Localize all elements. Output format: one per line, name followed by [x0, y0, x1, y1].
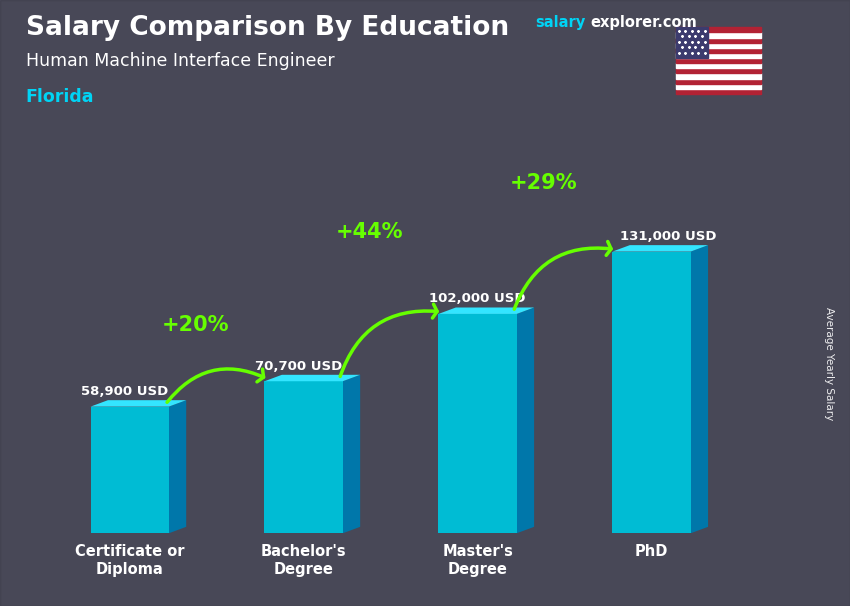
Bar	[676, 63, 761, 68]
Bar	[676, 32, 761, 38]
Text: 102,000 USD: 102,000 USD	[429, 292, 525, 305]
Polygon shape	[91, 400, 186, 407]
Text: +20%: +20%	[162, 315, 230, 335]
Polygon shape	[91, 407, 169, 533]
Bar	[676, 58, 761, 63]
Text: salary: salary	[536, 15, 586, 30]
Bar	[676, 84, 761, 89]
Polygon shape	[517, 307, 534, 533]
Bar	[676, 73, 761, 79]
Bar	[676, 79, 761, 84]
Bar	[676, 38, 761, 42]
Text: 58,900 USD: 58,900 USD	[81, 385, 168, 398]
Polygon shape	[439, 307, 534, 314]
Text: Salary Comparison By Education: Salary Comparison By Education	[26, 15, 508, 41]
Polygon shape	[612, 251, 691, 533]
Polygon shape	[343, 375, 360, 533]
Polygon shape	[691, 245, 708, 533]
Bar	[676, 27, 761, 32]
Bar	[676, 68, 761, 73]
Polygon shape	[169, 400, 186, 533]
Text: 131,000 USD: 131,000 USD	[620, 230, 717, 243]
Polygon shape	[439, 314, 517, 533]
Bar	[676, 42, 761, 48]
Bar	[676, 53, 761, 58]
Text: Human Machine Interface Engineer: Human Machine Interface Engineer	[26, 52, 334, 70]
Polygon shape	[264, 375, 360, 381]
Text: Average Yearly Salary: Average Yearly Salary	[824, 307, 834, 420]
Polygon shape	[612, 245, 708, 251]
Bar	[676, 89, 761, 94]
Bar	[676, 48, 761, 53]
Text: 70,700 USD: 70,700 USD	[255, 359, 343, 373]
Text: Florida: Florida	[26, 88, 94, 106]
Bar	[676, 27, 708, 58]
Text: +44%: +44%	[336, 222, 404, 242]
Text: explorer.com: explorer.com	[591, 15, 698, 30]
Text: +29%: +29%	[510, 173, 577, 193]
Polygon shape	[264, 381, 343, 533]
